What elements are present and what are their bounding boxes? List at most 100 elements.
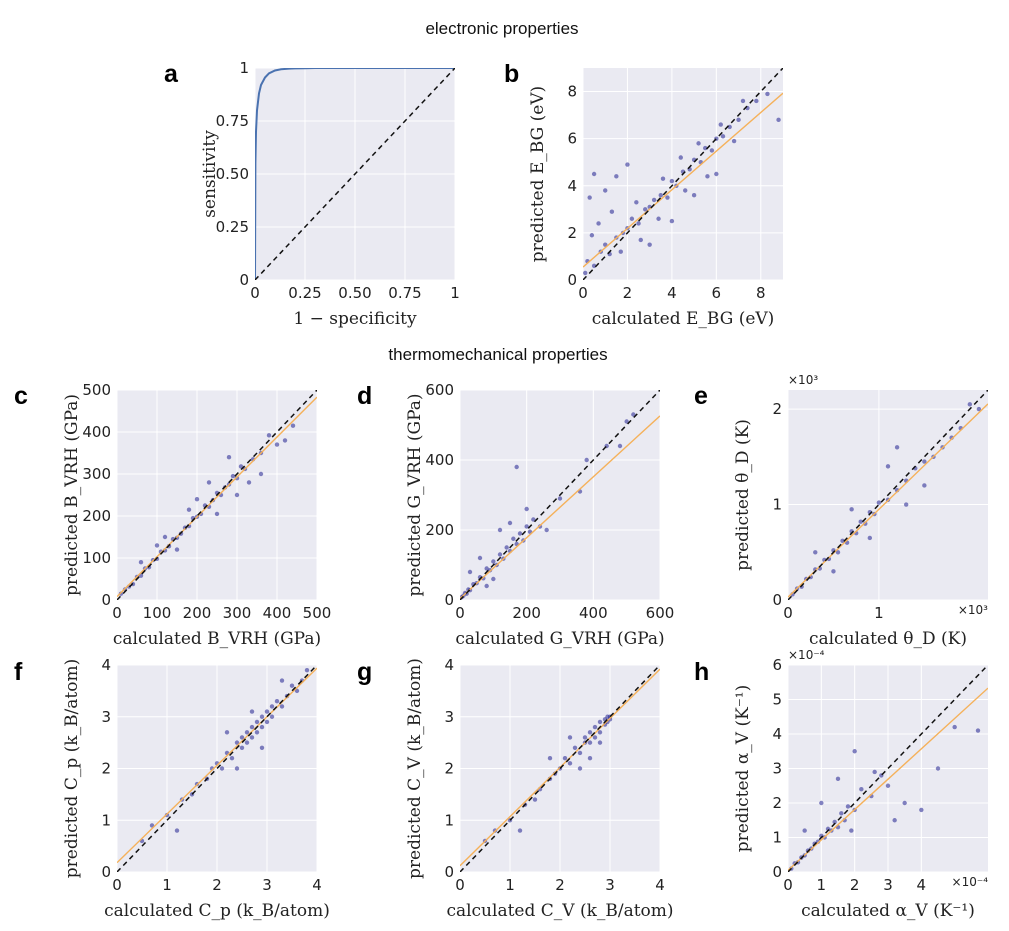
x-tick-label: 400 [263, 604, 292, 622]
y-axis-multiplier: ×10⁻⁴ [788, 648, 825, 662]
data-point [531, 517, 536, 522]
data-point [234, 766, 240, 771]
data-point [892, 818, 897, 823]
x-tick-label: 6 [712, 284, 722, 302]
y-tick-label: 1 [772, 496, 782, 514]
plot-content-d [460, 390, 660, 600]
data-point [174, 828, 180, 833]
data-point [524, 506, 529, 512]
data-point [636, 221, 641, 226]
x-tick-label: 2 [555, 876, 565, 894]
data-point [839, 811, 844, 816]
data-point [634, 200, 639, 205]
random-classifier-line [255, 68, 455, 280]
data-point [229, 755, 235, 761]
data-point [164, 812, 170, 818]
y-axis-label: predicted C_p (k_B/atom) [62, 659, 82, 879]
data-point [587, 195, 592, 200]
plot-content-e [788, 390, 988, 600]
panel-f: 0 1 2 3 4 0 1 2 3 4 f calculated C_p (k_B/atom) pred… [14, 656, 330, 921]
x-tick-label: 500 [303, 604, 332, 622]
y-tick-label: 3 [101, 708, 111, 726]
data-point [491, 559, 496, 564]
data-point [852, 749, 857, 754]
x-tick-label: 4 [655, 876, 665, 894]
data-point [919, 807, 924, 813]
plot-content-c [117, 390, 317, 600]
data-point [727, 124, 732, 130]
fit-line [460, 415, 660, 600]
data-point [118, 591, 124, 596]
data-point [238, 464, 244, 469]
data-point [975, 728, 981, 733]
x-tick-label: 3 [605, 876, 615, 894]
panel-c: 0 100 200 300 400 500 0 100 200 300 400 500 c calcula… [14, 381, 331, 649]
x-tick-label: 0 [783, 604, 793, 622]
data-point [813, 550, 818, 555]
x-tick-label: 4 [917, 876, 927, 894]
data-point [858, 519, 863, 524]
data-point [597, 719, 603, 725]
data-point [705, 174, 710, 179]
fit-line [117, 396, 317, 598]
y-tick-label: 0 [772, 591, 782, 609]
data-point [507, 520, 513, 526]
data-point [511, 536, 516, 541]
data-point [547, 755, 553, 761]
y-axis-label: predicted C_V (k_B/atom) [405, 658, 425, 879]
data-point [259, 714, 265, 719]
plot-content-a [255, 68, 455, 280]
data-point [246, 480, 252, 485]
data-point [863, 521, 868, 526]
panel-a: 0 0.25 0.50 0.75 1 0 0.25 0.50 0.75 1 a 1 − specifi… [164, 59, 460, 329]
identity-line [460, 665, 660, 872]
x-tick-label: 100 [143, 604, 172, 622]
data-point [244, 730, 250, 735]
panel-label: h [694, 658, 709, 686]
y-tick-label: 400 [82, 423, 111, 441]
panel-label: b [504, 60, 519, 88]
data-point [194, 497, 200, 502]
data-point [477, 555, 483, 561]
data-point [258, 471, 264, 477]
data-point [849, 828, 854, 833]
identity-line [788, 390, 988, 600]
data-point [234, 492, 240, 498]
data-point [206, 480, 212, 485]
y-tick-label: 100 [82, 549, 111, 567]
y-tick-label: 6 [772, 656, 782, 674]
data-point [282, 438, 288, 443]
data-point [714, 171, 719, 177]
y-tick-label: 0.50 [216, 165, 249, 183]
panel-g: 0 1 2 3 4 0 1 2 3 4 g calculated C_V (k_B/atom) pred… [357, 656, 674, 921]
y-tick-label: 0.75 [216, 112, 249, 130]
data-point [740, 98, 746, 104]
y-tick-label: 8 [567, 83, 577, 101]
data-point [567, 735, 573, 740]
x-tick-label: 1 [817, 876, 827, 894]
data-point [876, 500, 882, 505]
x-axis-label: calculated C_p (k_B/atom) [104, 901, 330, 921]
data-point [658, 193, 663, 198]
y-tick-label: 2 [772, 400, 782, 418]
y-tick-label: 300 [82, 465, 111, 483]
data-point [647, 242, 652, 247]
data-point [731, 138, 737, 144]
x-tick-label: 600 [646, 604, 675, 622]
panel-d: 0 200 400 600 0 200 400 600 d calculated G_VRH (G… [357, 381, 674, 649]
data-point [249, 709, 255, 714]
y-tick-label: 2 [567, 224, 577, 242]
x-axis-multiplier: ×10⁻⁴ [952, 875, 989, 889]
data-point [214, 511, 220, 517]
data-point [835, 776, 841, 782]
data-point [532, 797, 538, 802]
identity-line [460, 390, 660, 600]
data-point [289, 683, 295, 688]
data-point [491, 576, 496, 582]
y-tick-label: 0 [101, 863, 111, 881]
x-tick-label: 0.50 [338, 284, 371, 302]
panel-label: d [357, 382, 372, 410]
data-point [885, 464, 891, 469]
y-tick-label: 1 [444, 811, 454, 829]
fit-line [583, 92, 783, 268]
